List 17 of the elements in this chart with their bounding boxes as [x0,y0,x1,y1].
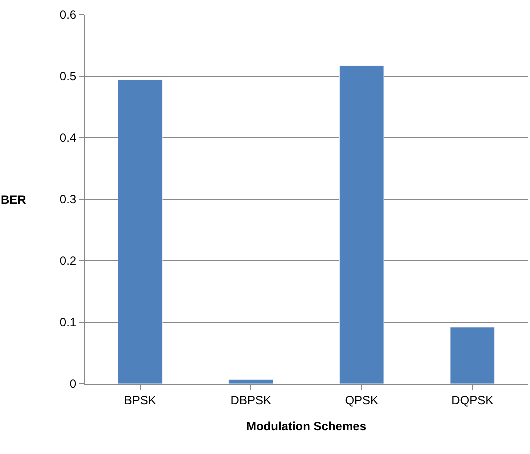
y-axis-title: BER [1,193,27,207]
x-axis-title: Modulation Schemes [246,419,367,434]
y-tick-label: 0.1 [60,316,77,330]
x-tick-label: BPSK [124,393,156,408]
bar [450,327,496,384]
bar [118,80,163,384]
y-tick-label: 0.3 [60,192,77,207]
x-tick-label: DBPSK [230,393,272,408]
y-tick-label: 0.2 [60,254,77,268]
y-tick-label: 0.5 [60,70,77,84]
y-tick-label: 0.4 [60,131,77,146]
y-tick-label: 0.6 [60,8,77,22]
x-tick-label: QPSK [345,393,379,408]
y-tick-label: 0 [70,377,77,392]
x-tick-label: DQPSK [452,393,494,408]
bar [339,66,384,384]
bar [228,379,274,384]
